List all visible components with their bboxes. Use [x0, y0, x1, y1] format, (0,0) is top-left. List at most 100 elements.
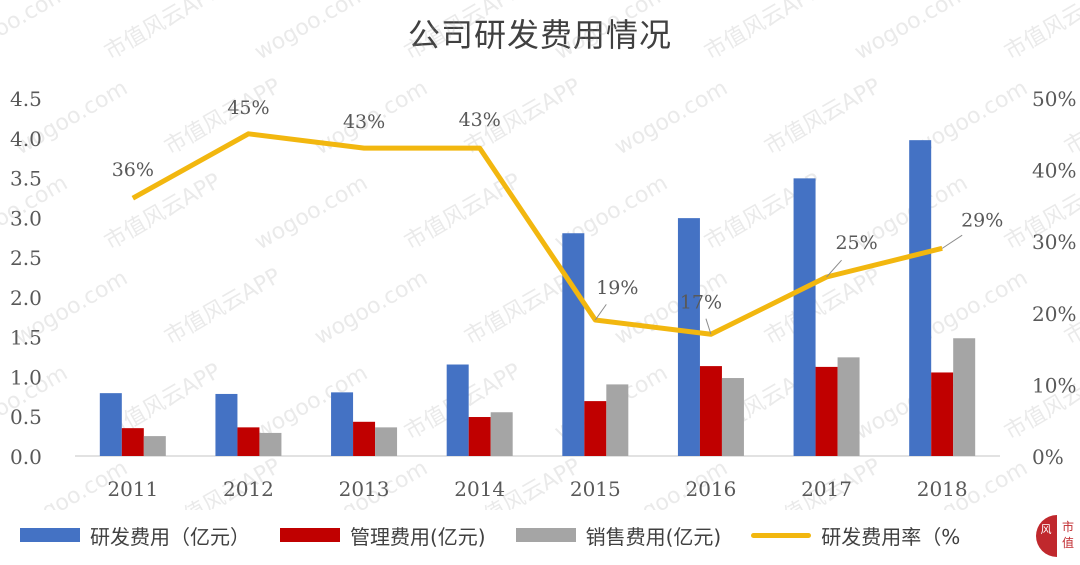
y-right-tick: 50%: [1032, 87, 1076, 111]
x-tick-label: 2018: [917, 477, 968, 501]
watermark-text: 市值风云APP: [161, 264, 286, 350]
legend-item-admin-expense[interactable]: 管理费用(亿元): [280, 521, 486, 550]
x-tick-label: 2017: [801, 477, 852, 501]
legend-item-sales-expense[interactable]: 销售费用(亿元): [515, 521, 722, 550]
ratio-line[interactable]: [131, 131, 943, 337]
brand-logo-icon: 风 市 值: [1036, 515, 1074, 557]
data-label: 45%: [227, 97, 269, 119]
bar[interactable]: [793, 178, 816, 456]
x-tick-label: 2011: [107, 477, 158, 501]
label-leader-line: [705, 318, 712, 335]
label-leader-line: [594, 304, 607, 321]
legend-label: 研发费用率（%: [821, 524, 961, 549]
legend-swatch-red: [280, 528, 340, 542]
y-left-tick: 2.5: [10, 246, 42, 270]
y-axis-left: 0.0 0.5 1.0 1.5 2.0 2.5 3.0 3.5 4.0 4.5: [10, 87, 42, 469]
legend-swatch-blue: [20, 528, 80, 542]
legend-swatch-gray: [515, 528, 576, 542]
x-axis-labels: 2011 2012 2013 2014 2015 2016 2017 2018: [107, 477, 967, 501]
x-tick-label: 2016: [685, 477, 736, 501]
bar[interactable]: [931, 372, 954, 456]
watermark-text: wogoo.com: [851, 0, 973, 65]
bar[interactable]: [699, 366, 722, 456]
data-label: 43%: [459, 109, 501, 131]
bar[interactable]: [99, 393, 122, 456]
svg-text:值: 值: [1062, 535, 1074, 550]
bar[interactable]: [237, 427, 260, 456]
bar[interactable]: [909, 140, 932, 457]
watermark-text: 市值风云APP: [101, 0, 226, 65]
y-left-tick: 1.5: [10, 326, 42, 350]
legend-item-rd-ratio[interactable]: 研发费用率（%: [751, 521, 960, 550]
watermark-text: 市值风云APP: [1001, 0, 1080, 65]
line-series: 36% 45% 43% 43% 19% 17% 25% 29%: [112, 97, 1003, 337]
bar[interactable]: [375, 427, 398, 456]
y-left-tick: 0.5: [10, 405, 42, 429]
y-right-tick: 10%: [1032, 373, 1076, 397]
data-label: 36%: [112, 159, 154, 181]
bar[interactable]: [606, 384, 629, 456]
bar[interactable]: [837, 357, 860, 456]
x-tick-label: 2015: [570, 477, 621, 501]
y-axis-right: 0% 10% 20% 30% 40% 50%: [1032, 87, 1076, 469]
y-right-tick: 20%: [1032, 302, 1076, 326]
y-left-tick: 1.0: [10, 365, 42, 389]
bar[interactable]: [953, 338, 976, 456]
x-tick-label: 2012: [223, 477, 274, 501]
bar[interactable]: [331, 392, 354, 456]
y-left-tick: 3.0: [10, 206, 42, 230]
y-right-tick: 40%: [1032, 159, 1076, 183]
watermark-text: 市值风云APP: [701, 0, 826, 65]
data-label: 43%: [343, 111, 385, 133]
watermark-text: 市值风云APP: [1001, 359, 1080, 445]
bar[interactable]: [721, 378, 744, 456]
bar[interactable]: [584, 401, 607, 456]
legend-item-rd-expense[interactable]: 研发费用（亿元）: [20, 521, 250, 550]
legend-line-yellow: [751, 532, 812, 538]
watermark-text: 市值风云APP: [761, 74, 886, 160]
y-right-tick: 0%: [1032, 445, 1064, 469]
bar[interactable]: [677, 218, 700, 456]
watermark-text: wogoo.com: [311, 266, 433, 351]
svg-text:风: 风: [1041, 523, 1052, 536]
chart-title: 公司研发费用情况: [407, 16, 672, 54]
data-label: 19%: [596, 277, 638, 299]
bar-series: [99, 140, 976, 457]
watermark-text: wogoo.com: [551, 0, 673, 65]
bar[interactable]: [215, 393, 238, 456]
bar[interactable]: [446, 364, 469, 456]
bar[interactable]: [121, 428, 144, 456]
watermark-text: wogoo.com: [0, 0, 72, 65]
watermark-text: 市值风云APP: [401, 169, 526, 255]
legend: 研发费用（亿元） 管理费用(亿元) 销售费用(亿元) 研发费用率（%: [20, 515, 990, 555]
bar[interactable]: [143, 436, 166, 456]
y-left-tick: 3.5: [10, 167, 42, 191]
data-label: 17%: [680, 291, 722, 313]
y-left-tick: 4.5: [10, 87, 42, 111]
plot-area: wogoo.com 市值风云APP wogoo.com 市值风云APP wogoo.co…: [0, 0, 1080, 510]
bar[interactable]: [468, 417, 491, 456]
bar[interactable]: [562, 233, 585, 456]
data-label: 29%: [961, 209, 1003, 231]
label-leader-line: [941, 234, 963, 249]
x-tick-label: 2014: [454, 477, 505, 501]
legend-label: 销售费用(亿元): [585, 524, 722, 549]
y-left-tick: 0.0: [10, 445, 42, 469]
data-label: 25%: [835, 232, 877, 254]
bar[interactable]: [353, 421, 376, 456]
bar[interactable]: [490, 412, 513, 456]
y-left-tick: 2.0: [10, 286, 42, 310]
watermark-text: wogoo.com: [251, 171, 373, 256]
legend-label: 管理费用(亿元): [350, 524, 486, 549]
label-leader-line: [826, 259, 842, 278]
x-tick-label: 2013: [339, 477, 390, 501]
watermark-text: wogoo.com: [611, 76, 733, 161]
svg-text:市: 市: [1062, 519, 1074, 534]
watermark-text: 市值风云APP: [401, 0, 526, 65]
y-left-tick: 4.0: [10, 127, 42, 151]
bar[interactable]: [259, 432, 282, 456]
y-right-tick: 30%: [1032, 230, 1076, 254]
bar[interactable]: [815, 366, 838, 456]
watermark-text: wogoo.com: [251, 0, 373, 65]
